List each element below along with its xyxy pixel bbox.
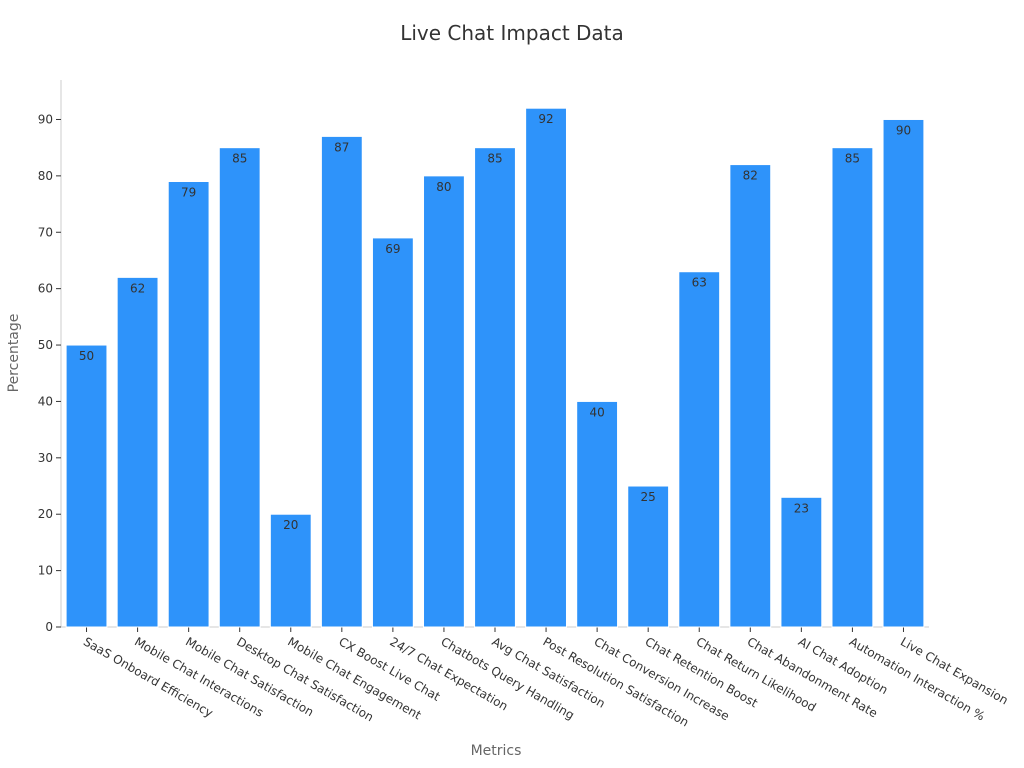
bar [167, 181, 210, 628]
y-tick-label: 20 [38, 507, 53, 521]
bar-value-label: 50 [79, 349, 94, 363]
bar-value-label: 85 [232, 152, 247, 166]
bar [371, 237, 414, 628]
y-tick-label: 30 [38, 451, 53, 465]
bar [320, 135, 363, 628]
y-tick-label: 50 [38, 338, 53, 352]
bar [218, 147, 261, 628]
bar [576, 400, 619, 628]
y-tick-label: 40 [38, 394, 53, 408]
bar [780, 496, 823, 628]
y-tick-label: 80 [38, 169, 53, 183]
bar-value-label: 69 [385, 242, 400, 256]
bar [882, 118, 925, 628]
bar-value-label: 85 [487, 152, 502, 166]
bar-value-label: 92 [538, 112, 553, 126]
bar [474, 147, 516, 628]
bar-value-label: 80 [436, 180, 451, 194]
y-tick-label: 90 [38, 112, 53, 126]
chart-title: Live Chat Impact Data [400, 21, 624, 45]
bar [525, 107, 567, 628]
y-axis-title: Percentage [6, 314, 22, 393]
bars: 50 62 79 85 20 87 69 80 85 92 40 25 63 82 23 85 90 [65, 107, 925, 628]
y-tick-label: 0 [45, 620, 53, 634]
bar [831, 147, 874, 628]
y-tick-label: 60 [38, 282, 53, 296]
bar [678, 271, 721, 628]
bar [729, 164, 772, 628]
bar-value-label: 87 [334, 140, 349, 154]
bar [65, 344, 108, 628]
bar [423, 175, 465, 628]
y-axis: 0 10 20 30 40 50 60 70 80 90 [38, 80, 62, 634]
bar-value-label: 40 [589, 405, 604, 419]
bar [627, 485, 670, 628]
bar [116, 276, 159, 628]
bar-value-label: 82 [743, 169, 758, 183]
bar-value-label: 20 [283, 518, 298, 532]
bar-value-label: 62 [130, 281, 145, 295]
bar-value-label: 79 [181, 186, 196, 200]
bar-value-label: 25 [641, 490, 656, 504]
bar-value-label: 85 [845, 152, 860, 166]
y-tick-label: 10 [38, 564, 53, 578]
x-axis-title: Metrics [471, 743, 522, 759]
y-tick-label: 70 [38, 225, 53, 239]
bar-value-label: 63 [692, 276, 707, 290]
bar [269, 513, 312, 628]
bar-value-label: 90 [896, 123, 911, 137]
bar-value-label: 23 [794, 501, 809, 515]
